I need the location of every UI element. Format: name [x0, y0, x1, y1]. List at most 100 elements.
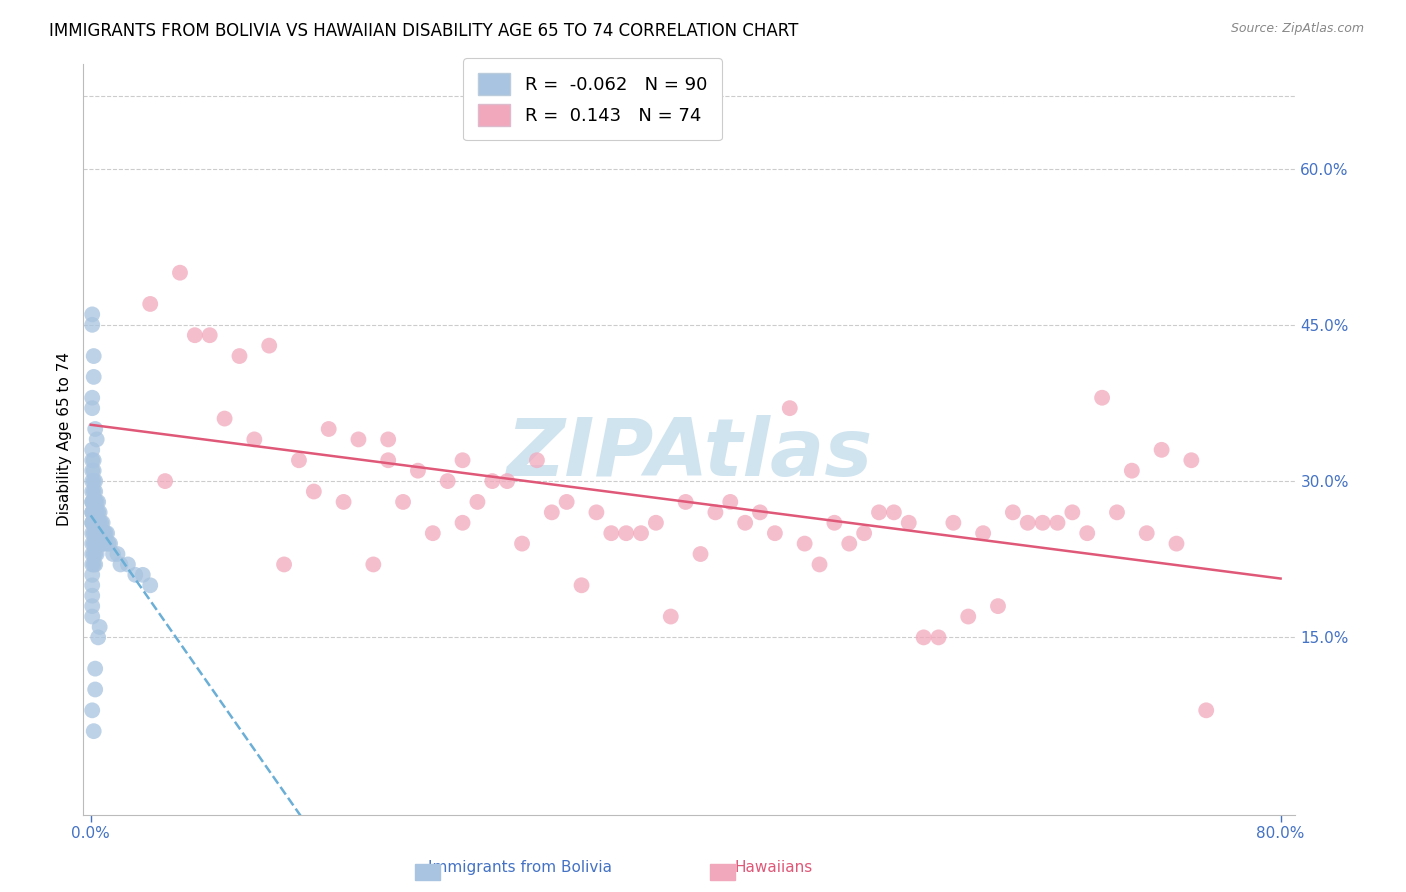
Point — [927, 631, 949, 645]
Point — [1001, 505, 1024, 519]
Point — [675, 495, 697, 509]
Point — [198, 328, 221, 343]
Point — [82, 558, 104, 572]
Point — [82, 495, 104, 509]
Point — [110, 558, 132, 572]
Point — [94, 526, 117, 541]
Point — [82, 505, 104, 519]
Point — [704, 505, 727, 519]
Point — [347, 433, 370, 447]
Point — [89, 505, 111, 519]
Point — [94, 536, 117, 550]
Text: ZIPAtlas: ZIPAtlas — [506, 416, 873, 493]
Point — [82, 516, 104, 530]
Point — [86, 547, 108, 561]
Point — [84, 682, 107, 697]
Point — [82, 589, 104, 603]
Point — [571, 578, 593, 592]
Point — [86, 536, 108, 550]
Point — [83, 547, 105, 561]
Point — [83, 453, 105, 467]
Point — [467, 495, 489, 509]
Point — [124, 567, 146, 582]
Point — [83, 464, 105, 478]
Point — [84, 526, 107, 541]
Point — [1062, 505, 1084, 519]
Point — [555, 495, 578, 509]
Point — [645, 516, 668, 530]
Point — [87, 495, 110, 509]
Point — [82, 536, 104, 550]
Point — [318, 422, 340, 436]
Point — [82, 442, 104, 457]
Point — [510, 536, 533, 550]
Point — [91, 516, 114, 530]
Point — [84, 474, 107, 488]
Point — [83, 536, 105, 550]
Point — [93, 526, 115, 541]
Point — [83, 516, 105, 530]
Point — [87, 631, 110, 645]
Point — [98, 536, 121, 550]
Point — [987, 599, 1010, 614]
Point — [83, 558, 105, 572]
Text: Immigrants from Bolivia: Immigrants from Bolivia — [429, 861, 612, 875]
Point — [957, 609, 980, 624]
Point — [763, 526, 786, 541]
Point — [1195, 703, 1218, 717]
Point — [82, 484, 104, 499]
Point — [630, 526, 652, 541]
Point — [86, 516, 108, 530]
Text: IMMIGRANTS FROM BOLIVIA VS HAWAIIAN DISABILITY AGE 65 TO 74 CORRELATION CHART: IMMIGRANTS FROM BOLIVIA VS HAWAIIAN DISA… — [49, 22, 799, 40]
Point — [89, 620, 111, 634]
Point — [139, 578, 162, 592]
Point — [1180, 453, 1202, 467]
Point — [87, 526, 110, 541]
Point — [406, 464, 429, 478]
Y-axis label: Disability Age 65 to 74: Disability Age 65 to 74 — [58, 352, 72, 526]
Point — [101, 547, 124, 561]
Point — [363, 558, 385, 572]
Point — [84, 495, 107, 509]
Point — [526, 453, 548, 467]
Point — [808, 558, 831, 572]
Point — [451, 516, 474, 530]
Point — [1105, 505, 1128, 519]
Point — [84, 484, 107, 499]
Point — [93, 536, 115, 550]
Point — [86, 495, 108, 509]
Point — [82, 526, 104, 541]
Point — [749, 505, 772, 519]
Point — [86, 433, 108, 447]
Point — [972, 526, 994, 541]
Point — [82, 505, 104, 519]
Point — [91, 536, 114, 550]
Point — [1076, 526, 1098, 541]
Point — [540, 505, 562, 519]
Point — [288, 453, 311, 467]
Point — [83, 495, 105, 509]
Point — [139, 297, 162, 311]
Point — [392, 495, 415, 509]
Point — [600, 526, 623, 541]
Point — [1091, 391, 1114, 405]
Point — [184, 328, 207, 343]
Point — [273, 558, 295, 572]
Point — [82, 609, 104, 624]
Point — [481, 474, 503, 488]
Point — [853, 526, 876, 541]
Point — [883, 505, 905, 519]
Point — [214, 411, 236, 425]
Point — [82, 464, 104, 478]
Point — [84, 558, 107, 572]
Point — [1166, 536, 1188, 550]
Point — [585, 505, 607, 519]
Point — [1046, 516, 1069, 530]
Point — [153, 474, 176, 488]
Point — [243, 433, 266, 447]
Point — [107, 547, 129, 561]
Point — [868, 505, 890, 519]
Point — [942, 516, 965, 530]
Point — [257, 338, 280, 352]
Point — [83, 349, 105, 363]
